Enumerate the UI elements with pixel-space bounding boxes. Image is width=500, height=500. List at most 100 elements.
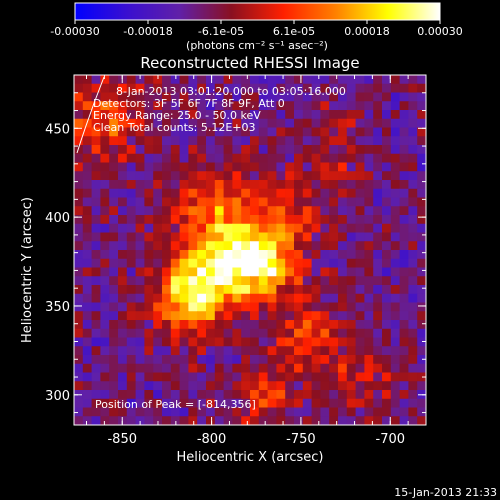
heatmap-cell bbox=[241, 328, 251, 338]
heatmap-cell bbox=[311, 311, 321, 321]
heatmap-cell bbox=[390, 153, 401, 163]
heatmap-cell bbox=[188, 276, 198, 286]
heatmap-cell bbox=[74, 398, 84, 408]
heatmap-cell bbox=[338, 75, 348, 85]
heatmap-cell bbox=[241, 136, 251, 146]
heatmap-cell bbox=[373, 241, 383, 251]
heatmap-cell bbox=[153, 101, 163, 111]
heatmap-cell bbox=[267, 110, 277, 120]
heatmap-cell bbox=[399, 320, 409, 330]
heatmap-cell bbox=[214, 311, 225, 321]
heatmap-cell bbox=[311, 232, 321, 242]
heatmap-cell bbox=[329, 328, 339, 338]
heatmap-cell bbox=[338, 346, 348, 356]
heatmap-cell bbox=[346, 337, 357, 347]
heatmap-cell bbox=[82, 276, 93, 286]
heatmap-cell bbox=[214, 390, 225, 400]
heatmap-cell bbox=[302, 355, 313, 365]
heatmap-cell bbox=[338, 267, 348, 277]
heatmap-cell bbox=[206, 250, 216, 260]
heatmap-cell bbox=[126, 355, 137, 365]
heatmap-cell bbox=[170, 407, 181, 417]
heatmap-cell bbox=[74, 153, 84, 163]
heatmap-cell bbox=[276, 83, 286, 93]
heatmap-cell bbox=[153, 355, 163, 365]
heatmap-cell bbox=[232, 110, 242, 120]
heatmap-cell bbox=[162, 372, 172, 382]
heatmap-cell bbox=[241, 250, 251, 260]
heatmap-cell bbox=[206, 153, 216, 163]
heatmap-cell bbox=[250, 145, 260, 155]
y-tick-label: 350 bbox=[45, 300, 70, 315]
heatmap-cell bbox=[179, 206, 189, 216]
heatmap-cell bbox=[302, 101, 313, 111]
heatmap-cell bbox=[197, 223, 207, 233]
heatmap-cell bbox=[179, 258, 189, 268]
heatmap-cell bbox=[74, 110, 84, 120]
heatmap-cell bbox=[399, 145, 409, 155]
heatmap-cell bbox=[170, 285, 181, 295]
heatmap-cell bbox=[144, 232, 154, 242]
heatmap-cell bbox=[144, 206, 154, 216]
heatmap-cell bbox=[311, 223, 321, 233]
heatmap-cell bbox=[302, 320, 313, 330]
heatmap-cell bbox=[294, 171, 304, 181]
heatmap-cell bbox=[250, 232, 260, 242]
heatmap-cell bbox=[144, 215, 154, 225]
heatmap-cell bbox=[241, 162, 251, 172]
heatmap-cell bbox=[382, 188, 392, 198]
heatmap-cell bbox=[294, 180, 304, 190]
heatmap-cell bbox=[258, 83, 269, 93]
heatmap-cell bbox=[294, 328, 304, 338]
heatmap-cell bbox=[170, 390, 181, 400]
heatmap-cell bbox=[223, 127, 233, 137]
heatmap-cell bbox=[302, 110, 313, 120]
heatmap-cell bbox=[206, 110, 216, 120]
heatmap-cell bbox=[144, 83, 154, 93]
heatmap-cell bbox=[223, 197, 233, 207]
heatmap-cell bbox=[329, 302, 339, 312]
heatmap-cell bbox=[338, 381, 348, 391]
heatmap-cell bbox=[320, 320, 330, 330]
heatmap-cell bbox=[382, 75, 392, 85]
heatmap-cell bbox=[267, 75, 277, 85]
heatmap-cell bbox=[408, 363, 418, 373]
heatmap-cell bbox=[285, 110, 295, 120]
heatmap-cell bbox=[100, 145, 110, 155]
heatmap-cell bbox=[91, 171, 101, 181]
heatmap-cell bbox=[258, 363, 269, 373]
heatmap-cell bbox=[408, 311, 418, 321]
heatmap-cell bbox=[311, 267, 321, 277]
heatmap-cell bbox=[250, 398, 260, 408]
heatmap-cell bbox=[250, 75, 260, 85]
heatmap-cell bbox=[408, 276, 418, 286]
heatmap-cell bbox=[223, 75, 233, 85]
heatmap-cell bbox=[355, 407, 365, 417]
heatmap-cell bbox=[373, 328, 383, 338]
heatmap-cell bbox=[355, 110, 365, 120]
heatmap-cell bbox=[109, 398, 119, 408]
heatmap-cell bbox=[338, 398, 348, 408]
heatmap-cell bbox=[382, 127, 392, 137]
heatmap-cell bbox=[382, 320, 392, 330]
heatmap-cell bbox=[135, 127, 145, 137]
heatmap-cell bbox=[311, 372, 321, 382]
heatmap-cell bbox=[408, 250, 418, 260]
heatmap-cell bbox=[170, 258, 181, 268]
heatmap-cell bbox=[170, 223, 181, 233]
heatmap-cell bbox=[311, 83, 321, 93]
heatmap-cell bbox=[162, 241, 172, 251]
heatmap-cell bbox=[267, 355, 277, 365]
heatmap-cell bbox=[285, 197, 295, 207]
heatmap-cell bbox=[206, 381, 216, 391]
heatmap-cell bbox=[311, 197, 321, 207]
heatmap-cell bbox=[382, 162, 392, 172]
heatmap-cell bbox=[355, 285, 365, 295]
heatmap-cell bbox=[206, 311, 216, 321]
heatmap-cell bbox=[285, 267, 295, 277]
heatmap-cell bbox=[285, 285, 295, 295]
heatmap-cell bbox=[338, 258, 348, 268]
heatmap-cell bbox=[135, 258, 145, 268]
x-axis-title: Heliocentric X (arcsec) bbox=[177, 450, 324, 465]
heatmap-cell bbox=[408, 75, 418, 85]
